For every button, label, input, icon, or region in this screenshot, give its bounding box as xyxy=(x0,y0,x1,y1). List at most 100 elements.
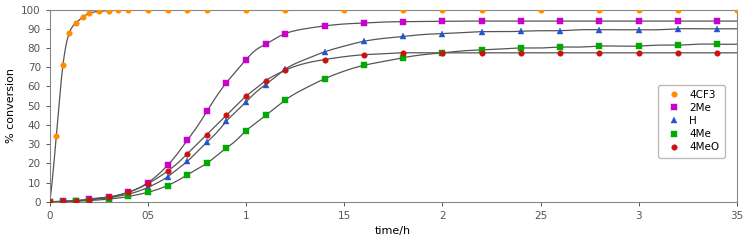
Legend: 4CF3, 2Me, H, 4Me, 4MeO: 4CF3, 2Me, H, 4Me, 4MeO xyxy=(658,85,725,158)
4Me xyxy=(202,162,211,165)
H xyxy=(163,175,172,178)
2Me xyxy=(516,20,525,23)
4Me xyxy=(183,174,192,176)
2Me xyxy=(556,20,565,23)
4CF3 xyxy=(202,8,211,11)
4MeO xyxy=(320,58,329,61)
4Me xyxy=(438,51,447,54)
4Me xyxy=(104,197,113,200)
2Me xyxy=(320,24,329,27)
4Me xyxy=(85,199,94,202)
2Me xyxy=(673,20,682,23)
Line: H: H xyxy=(47,26,720,205)
4MeO xyxy=(595,51,604,54)
H xyxy=(556,29,565,32)
H xyxy=(45,200,54,203)
4MeO xyxy=(202,133,211,136)
2Me xyxy=(242,58,251,61)
4Me xyxy=(281,98,290,101)
4MeO xyxy=(58,200,67,203)
4CF3 xyxy=(438,8,447,11)
4MeO xyxy=(71,199,80,202)
X-axis label: time/h: time/h xyxy=(375,227,411,236)
4Me xyxy=(242,129,251,132)
4CF3 xyxy=(58,64,67,67)
2Me xyxy=(124,191,133,194)
H xyxy=(634,28,643,31)
4MeO xyxy=(673,51,682,54)
2Me xyxy=(634,20,643,23)
2Me xyxy=(398,20,407,23)
4MeO xyxy=(281,69,290,72)
4MeO xyxy=(556,51,565,54)
4MeO xyxy=(477,51,486,54)
2Me xyxy=(595,20,604,23)
4MeO xyxy=(45,200,54,203)
4CF3 xyxy=(477,8,486,11)
4Me xyxy=(222,147,231,150)
2Me xyxy=(222,81,231,84)
H xyxy=(58,200,67,203)
4Me xyxy=(673,44,682,46)
4Me xyxy=(163,184,172,187)
4CF3 xyxy=(163,8,172,11)
2Me xyxy=(477,20,486,23)
H xyxy=(438,32,447,35)
H xyxy=(202,141,211,144)
4CF3 xyxy=(45,200,54,203)
4Me xyxy=(516,46,525,49)
H xyxy=(85,198,94,201)
4MeO xyxy=(222,114,231,117)
4MeO xyxy=(516,51,525,54)
2Me xyxy=(104,196,113,198)
4Me xyxy=(477,48,486,51)
4MeO xyxy=(261,79,270,82)
4CF3 xyxy=(398,8,407,11)
2Me xyxy=(163,164,172,167)
4MeO xyxy=(163,170,172,173)
4MeO xyxy=(183,152,192,155)
4Me xyxy=(143,191,152,194)
4CF3 xyxy=(673,8,682,11)
2Me xyxy=(360,22,369,24)
2Me xyxy=(183,139,192,142)
4Me xyxy=(713,43,722,46)
4CF3 xyxy=(114,8,123,11)
4Me xyxy=(595,45,604,47)
4CF3 xyxy=(94,10,103,13)
4CF3 xyxy=(733,8,742,11)
H xyxy=(183,160,192,163)
4MeO xyxy=(438,51,447,54)
H xyxy=(673,27,682,30)
4MeO xyxy=(85,198,94,201)
4CF3 xyxy=(85,12,94,15)
4CF3 xyxy=(340,8,349,11)
H xyxy=(281,68,290,71)
H xyxy=(713,27,722,30)
4CF3 xyxy=(143,8,152,11)
4Me xyxy=(71,200,80,203)
4MeO xyxy=(104,196,113,198)
4Me xyxy=(124,195,133,198)
4MeO xyxy=(242,95,251,98)
H xyxy=(261,83,270,86)
H xyxy=(222,120,231,122)
H xyxy=(124,193,133,196)
4Me xyxy=(634,45,643,47)
H xyxy=(320,50,329,53)
Line: 2Me: 2Me xyxy=(47,18,720,205)
4CF3 xyxy=(124,8,133,11)
4CF3 xyxy=(183,8,192,11)
Line: 4MeO: 4MeO xyxy=(47,50,720,205)
2Me xyxy=(202,110,211,113)
4MeO xyxy=(713,51,722,54)
4Me xyxy=(261,114,270,117)
4Me xyxy=(320,77,329,80)
4Me xyxy=(398,56,407,59)
4MeO xyxy=(634,51,643,54)
H xyxy=(398,35,407,38)
2Me xyxy=(143,181,152,184)
2Me xyxy=(71,199,80,202)
4CF3 xyxy=(78,16,87,19)
4MeO xyxy=(360,53,369,56)
